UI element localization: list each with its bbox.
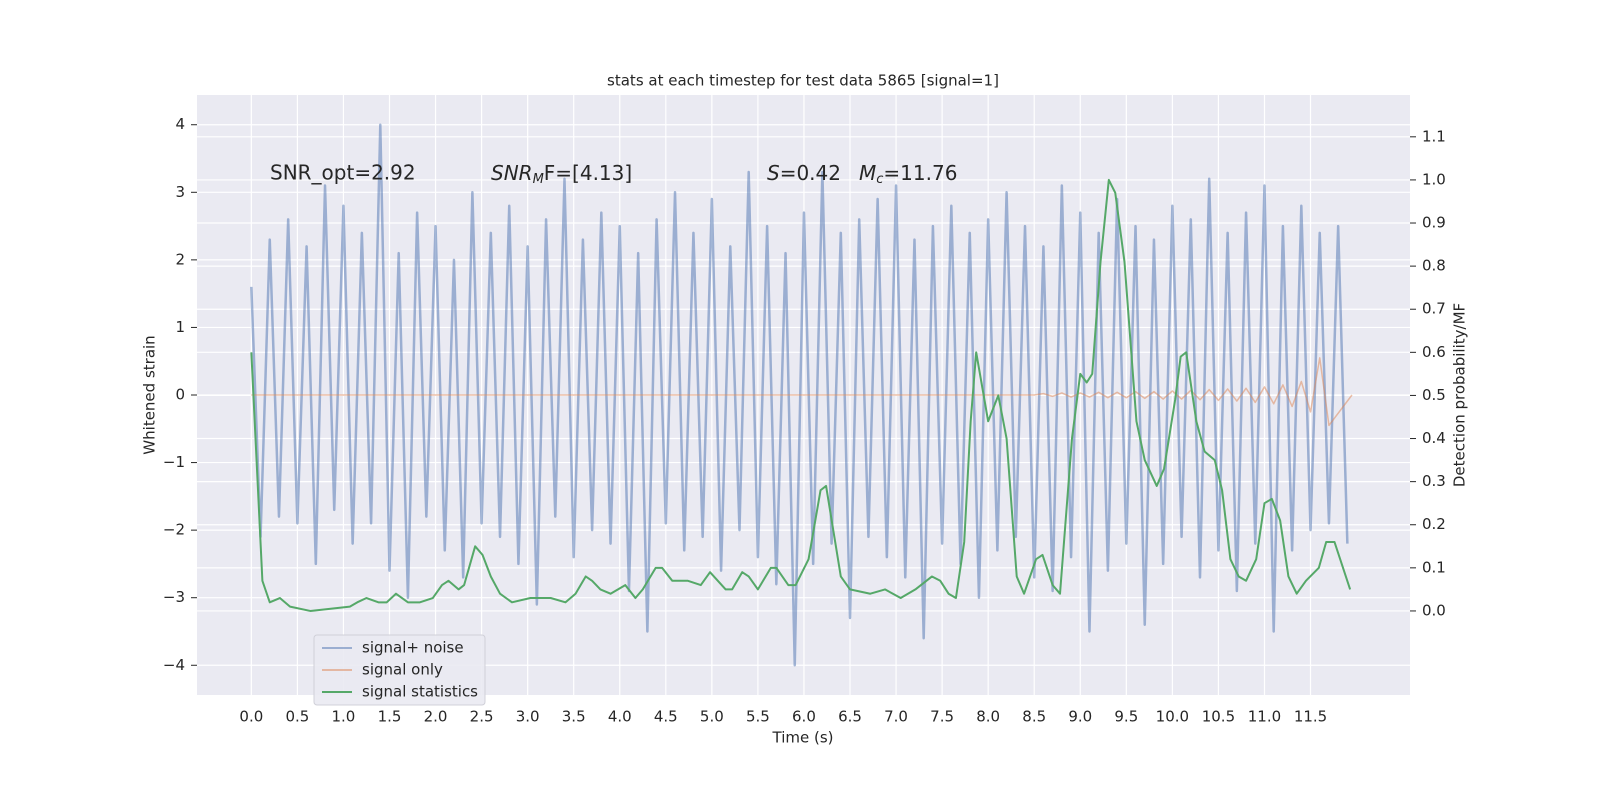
y2-tick-label: 0.1 <box>1422 558 1446 576</box>
x-tick-label: 3.0 <box>516 708 540 726</box>
annotation-part: =0.42 <box>780 161 841 185</box>
legend-box <box>313 634 486 706</box>
x-axis-label: Time (s) <box>772 729 834 747</box>
marks <box>250 123 1353 667</box>
y-tick-label: −3 <box>163 588 185 606</box>
y-tick-label: −4 <box>163 656 185 674</box>
x-tick-label: 4.5 <box>654 708 678 726</box>
x-tick-label: 1.0 <box>332 708 356 726</box>
x-tick-label: 0.5 <box>285 708 309 726</box>
annotation-part: =11.76 <box>883 161 957 185</box>
x-tick-label: 3.5 <box>562 708 586 726</box>
annotation: SNRMF=[4.13] <box>491 161 632 187</box>
y2-tick-label: 0.3 <box>1422 472 1446 490</box>
y-axis-label: Whitened strain <box>141 335 159 454</box>
y-tick-label: −1 <box>163 453 185 471</box>
annotation-part: S <box>767 161 780 185</box>
x-tick-label: 7.5 <box>930 708 954 726</box>
y2-tick-label: 0.0 <box>1422 601 1446 619</box>
y2-tick-label: 0.5 <box>1422 386 1446 404</box>
y2-tick-label: 0.2 <box>1422 515 1446 533</box>
axes: 0.0 0.5 1.0 1.5 2.0 2.5 3.0 3.5 4.0 4.5 5.0 5.5 6.0 6… <box>163 115 1446 725</box>
x-tick-label: 6.0 <box>792 708 816 726</box>
x-tick-label: 6.5 <box>838 708 862 726</box>
x-tick-label: 9.5 <box>1114 708 1138 726</box>
x-tick-label: 8.5 <box>1022 708 1046 726</box>
series-line <box>250 178 1352 612</box>
x-tick-label: 7.0 <box>884 708 908 726</box>
legend-label: signal+ noise <box>362 639 464 657</box>
legend-label: signal only <box>362 661 443 679</box>
y-tick-label: −2 <box>163 521 185 539</box>
x-tick-label: 5.5 <box>746 708 770 726</box>
y2-tick-label: 0.8 <box>1422 257 1446 275</box>
x-tick-label: 0.0 <box>239 708 263 726</box>
x-tick-label: 2.5 <box>470 708 494 726</box>
y2-axis-label: Detection probability/MF <box>1451 303 1469 487</box>
x-tick-label: 10.5 <box>1202 708 1235 726</box>
y2-tick-label: 0.9 <box>1422 214 1446 232</box>
x-tick-label: 11.0 <box>1248 708 1281 726</box>
annotation-part: M <box>859 161 876 185</box>
x-tick-label: 2.0 <box>424 708 448 726</box>
legend-label: signal statistics <box>362 683 478 701</box>
annotation-part: SNR <box>491 161 533 185</box>
annotation-part: c <box>876 172 883 187</box>
y-tick-label: 1 <box>175 318 185 336</box>
x-tick-label: 11.5 <box>1294 708 1327 726</box>
x-tick-label: 5.0 <box>700 708 724 726</box>
legend: signal+ noise signal only signal statistic… <box>313 634 486 706</box>
y2-tick-label: 1.0 <box>1422 170 1446 188</box>
x-tick-label: 8.0 <box>976 708 1000 726</box>
y-tick-label: 4 <box>175 115 185 133</box>
x-tick-label: 4.0 <box>608 708 632 726</box>
y2-tick-label: 1.1 <box>1422 127 1446 145</box>
annotation: Mc=11.76 <box>859 161 957 187</box>
y2-tick-label: 0.6 <box>1422 343 1446 361</box>
y2-tick-label: 0.4 <box>1422 429 1446 447</box>
y2-tick-label: 0.7 <box>1422 300 1446 318</box>
annotation-part: M <box>533 172 544 187</box>
annotation: S=0.42 <box>767 161 841 185</box>
annotation-part: F=[4.13] <box>544 161 632 185</box>
series-line <box>250 123 1349 667</box>
x-tick-label: 1.5 <box>378 708 402 726</box>
y-tick-label: 2 <box>175 250 185 268</box>
y-tick-label: 3 <box>175 183 185 201</box>
x-tick-label: 9.0 <box>1068 708 1092 726</box>
chart-title: stats at each timestep for test data 586… <box>607 72 999 90</box>
y-tick-label: 0 <box>175 386 185 404</box>
x-tick-label: 10.0 <box>1156 708 1189 726</box>
annotation: SNR_opt=2.92 <box>270 161 416 185</box>
